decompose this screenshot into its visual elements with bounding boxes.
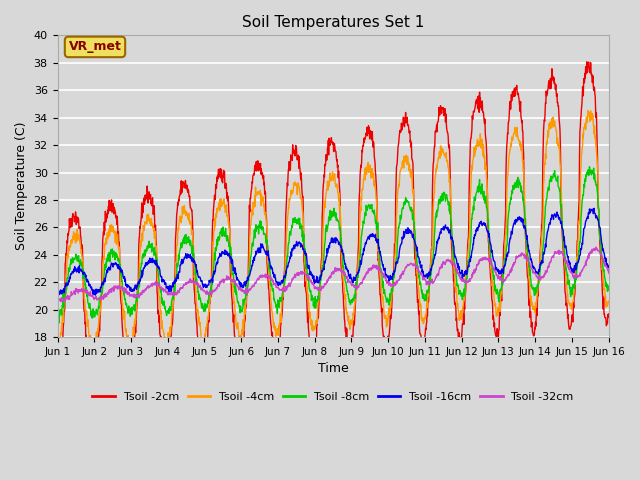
- Tsoil -16cm: [605, 263, 612, 269]
- Tsoil -32cm: [57, 299, 65, 304]
- Tsoil -8cm: [55, 320, 63, 326]
- Tsoil -2cm: [491, 329, 499, 335]
- Tsoil -32cm: [605, 270, 612, 276]
- Tsoil -32cm: [491, 267, 499, 273]
- Tsoil -16cm: [540, 250, 547, 255]
- Tsoil -8cm: [605, 287, 612, 293]
- Tsoil -32cm: [177, 286, 184, 292]
- Tsoil -2cm: [163, 369, 171, 374]
- Tsoil -8cm: [54, 320, 61, 325]
- Tsoil -32cm: [163, 290, 171, 296]
- Tsoil -2cm: [419, 342, 427, 348]
- Tsoil -8cm: [163, 309, 171, 315]
- X-axis label: Time: Time: [317, 362, 348, 375]
- Tsoil -2cm: [90, 382, 98, 387]
- Tsoil -2cm: [177, 187, 184, 192]
- Y-axis label: Soil Temperature (C): Soil Temperature (C): [15, 122, 28, 251]
- Tsoil -32cm: [419, 277, 427, 283]
- Tsoil -16cm: [54, 290, 61, 296]
- Tsoil -16cm: [590, 205, 598, 211]
- Tsoil -32cm: [540, 273, 547, 278]
- Legend: Tsoil -2cm, Tsoil -4cm, Tsoil -8cm, Tsoil -16cm, Tsoil -32cm: Tsoil -2cm, Tsoil -4cm, Tsoil -8cm, Tsoi…: [88, 388, 578, 407]
- Tsoil -16cm: [238, 284, 246, 290]
- Tsoil -2cm: [238, 358, 246, 363]
- Tsoil -8cm: [419, 295, 427, 301]
- Line: Tsoil -4cm: Tsoil -4cm: [58, 110, 609, 353]
- Tsoil -2cm: [540, 129, 547, 134]
- Title: Soil Temperatures Set 1: Soil Temperatures Set 1: [242, 15, 424, 30]
- Tsoil -4cm: [540, 180, 547, 186]
- Tsoil -4cm: [88, 350, 96, 356]
- Tsoil -4cm: [419, 315, 427, 321]
- Tsoil -16cm: [419, 270, 427, 276]
- Tsoil -32cm: [592, 244, 600, 250]
- Tsoil -8cm: [586, 164, 593, 169]
- Tsoil -8cm: [491, 288, 499, 294]
- Text: VR_met: VR_met: [68, 40, 122, 53]
- Tsoil -16cm: [491, 259, 499, 265]
- Tsoil -32cm: [238, 286, 246, 292]
- Tsoil -8cm: [177, 245, 184, 251]
- Tsoil -32cm: [54, 296, 61, 302]
- Tsoil -2cm: [583, 59, 591, 65]
- Line: Tsoil -16cm: Tsoil -16cm: [58, 208, 609, 295]
- Tsoil -8cm: [238, 309, 246, 314]
- Tsoil -16cm: [92, 292, 99, 298]
- Tsoil -4cm: [238, 332, 246, 337]
- Tsoil -4cm: [491, 303, 499, 309]
- Tsoil -4cm: [177, 215, 184, 220]
- Tsoil -8cm: [540, 238, 547, 244]
- Tsoil -4cm: [54, 345, 61, 350]
- Tsoil -16cm: [163, 285, 171, 290]
- Line: Tsoil -32cm: Tsoil -32cm: [58, 247, 609, 301]
- Tsoil -2cm: [605, 311, 612, 317]
- Tsoil -4cm: [163, 340, 171, 346]
- Tsoil -16cm: [177, 263, 184, 268]
- Line: Tsoil -2cm: Tsoil -2cm: [58, 62, 609, 384]
- Tsoil -4cm: [605, 299, 612, 304]
- Line: Tsoil -8cm: Tsoil -8cm: [58, 167, 609, 323]
- Tsoil -4cm: [584, 108, 592, 113]
- Tsoil -2cm: [54, 376, 61, 382]
